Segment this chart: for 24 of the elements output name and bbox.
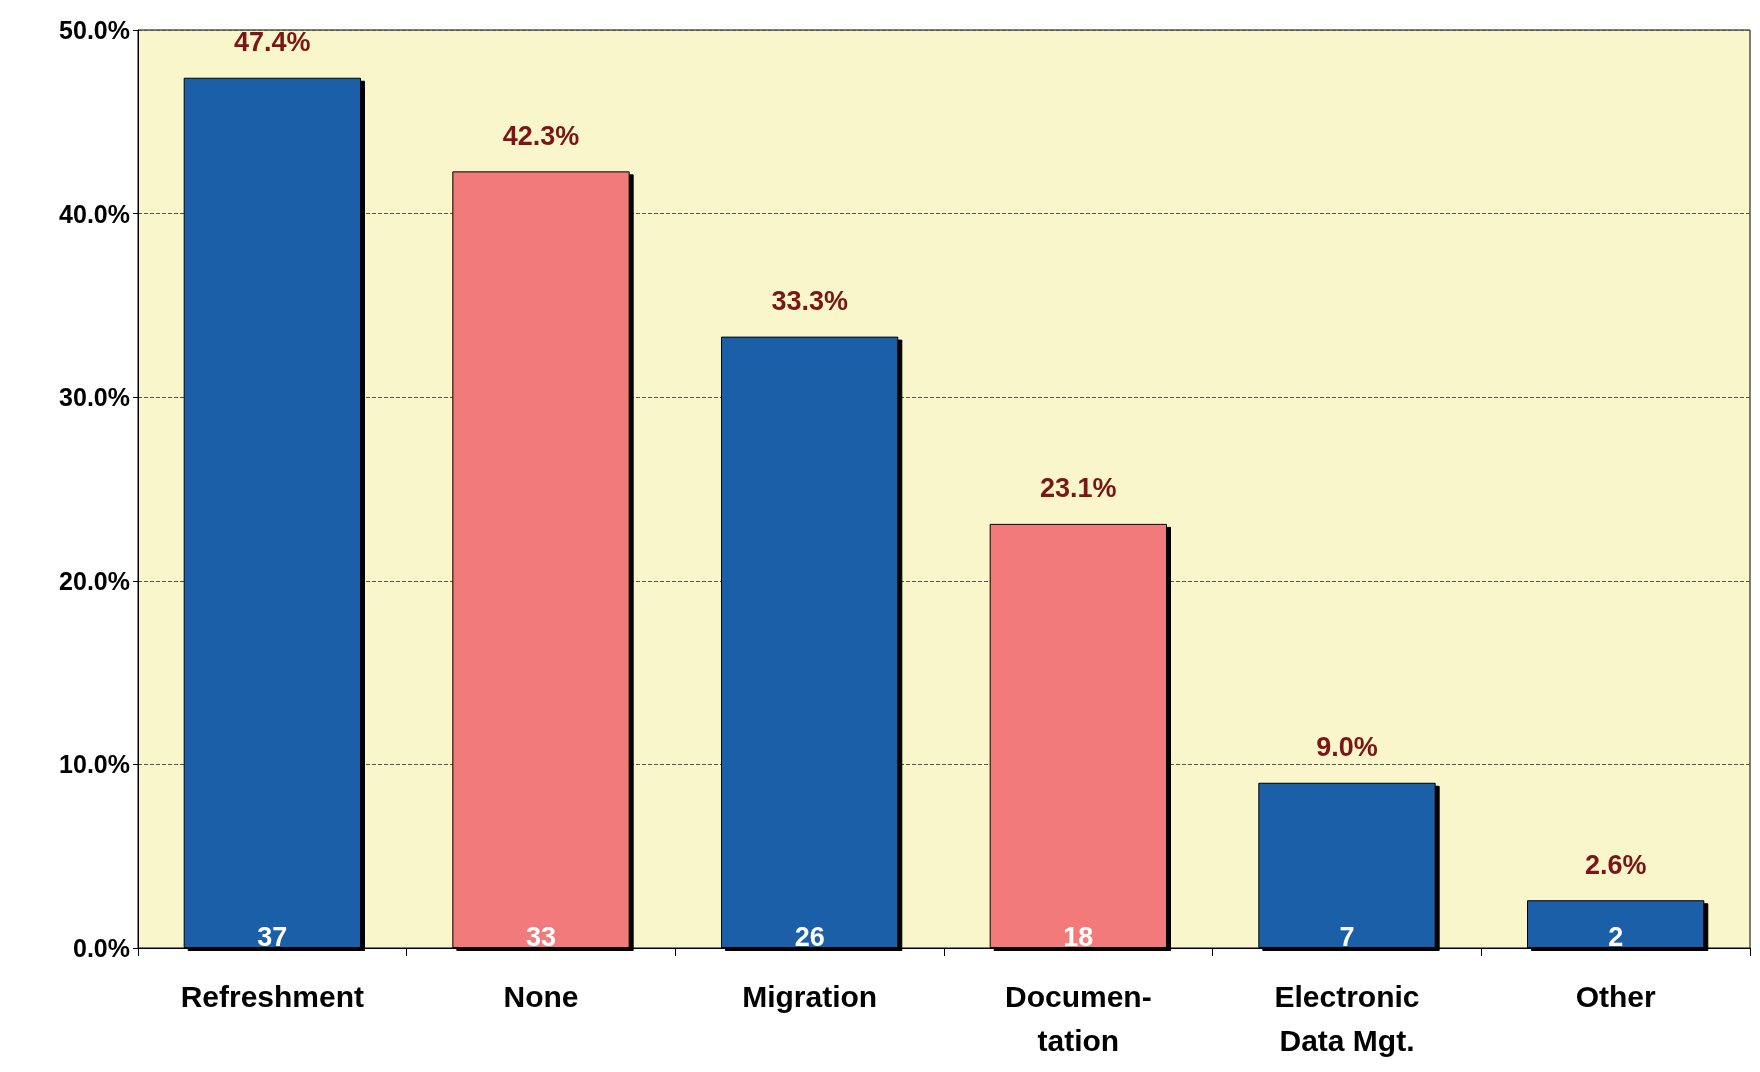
data-label: 33.3%	[771, 286, 848, 317]
data-label: 23.1%	[1040, 473, 1117, 504]
x-tick-label: Other	[1575, 979, 1656, 1013]
data-label: 9.0%	[1316, 732, 1378, 763]
y-tick-label: 40.0%	[59, 199, 130, 228]
annotation: 37	[257, 921, 288, 952]
y-tick-label: 20.0%	[59, 566, 130, 595]
x-tick-label: Electronic Data Mgt.	[1274, 979, 1420, 1057]
annotation: 18	[1063, 921, 1094, 952]
x-tick-label: Migration	[742, 979, 878, 1013]
annotation: 26	[794, 921, 825, 952]
data-label: 42.3%	[502, 120, 580, 151]
x-tick-label: Documen- tation	[1004, 979, 1152, 1057]
annotation: 33	[525, 921, 557, 952]
data-label: 2.6%	[1584, 849, 1647, 880]
y-tick-label: 10.0%	[59, 750, 130, 779]
y-tick-label: 30.0%	[59, 383, 130, 412]
y-tick-label: 50.0%	[59, 16, 130, 44]
x-tick-label: None	[503, 979, 579, 1013]
data-label: 47.4%	[234, 27, 311, 58]
annotation: 2	[1608, 921, 1624, 952]
x-tick-label: Refreshment	[180, 979, 365, 1013]
annotation: 7	[1339, 921, 1355, 952]
y-tick-label: 0.0%	[73, 934, 130, 962]
